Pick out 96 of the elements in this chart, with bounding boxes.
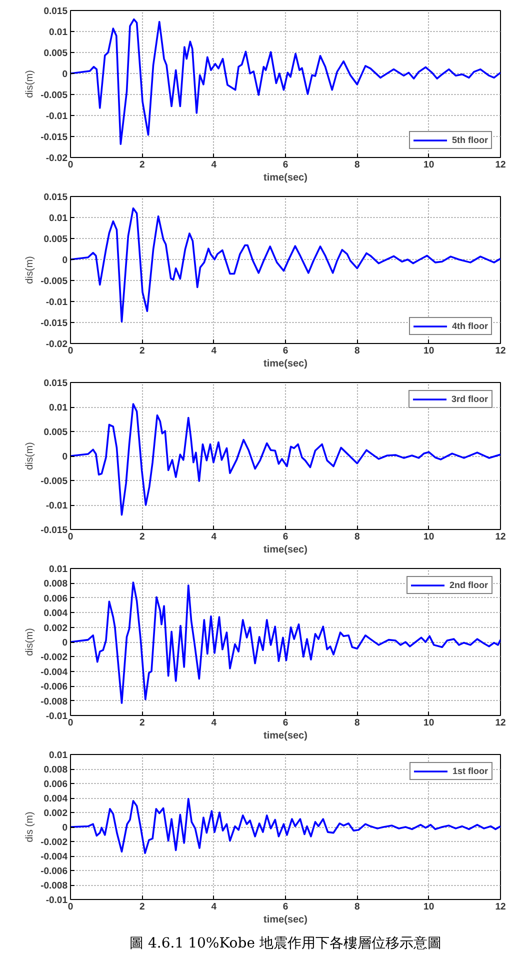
- x-tick-label: 12: [495, 160, 506, 170]
- y-tick-label: -0.005: [40, 276, 68, 287]
- x-tick-label: 10: [424, 532, 434, 542]
- x-tick-label: 10: [424, 346, 434, 356]
- x-axis-title: time(sec): [264, 914, 308, 926]
- y-tick-label: 0.006: [44, 593, 68, 604]
- x-tick-label: 2: [140, 532, 145, 542]
- legend-label: 1st floor: [452, 766, 488, 776]
- y-tick-label: -0.005: [40, 90, 68, 101]
- y-tick-label: 0.015: [44, 6, 68, 17]
- text: 3rd floor: [451, 394, 488, 404]
- line-series: [70, 18, 500, 145]
- x-tick-label: 4: [211, 902, 218, 912]
- y-tick-label: -0.008: [40, 880, 68, 892]
- y-tick-label: -0.006: [40, 682, 68, 693]
- x-tick-label: 4: [211, 532, 218, 542]
- line-series: [70, 798, 500, 854]
- caption: 圖 4.6.1 10%Kobe 地震作用下各樓層位移示意圖: [130, 936, 442, 952]
- x-tick-label: 6: [282, 160, 288, 170]
- y-tick-label: 0.002: [44, 808, 68, 819]
- y-axis-title: dis(m): [24, 628, 36, 656]
- legend-label: 2nd floor: [450, 580, 488, 590]
- y-tick-label: -0.008: [40, 696, 68, 708]
- x-tick-label: 2: [140, 902, 145, 912]
- y-tick-label: -0.004: [40, 852, 68, 862]
- x-tick-label: 6: [282, 346, 288, 356]
- x-tick-label: 8: [354, 532, 360, 542]
- line-series: [70, 403, 500, 516]
- y-axis-title: dis (m): [24, 812, 36, 842]
- y-tick-label: -0.015: [40, 132, 68, 143]
- x-tick-label: 8: [354, 160, 360, 170]
- x-tick-label: 6: [282, 902, 288, 912]
- y-tick-label: 0.006: [44, 779, 68, 790]
- y-tick-label: 0.008: [44, 764, 68, 776]
- x-tick-label: 10: [424, 902, 434, 912]
- x-tick-label: 4: [211, 346, 218, 356]
- x-tick-label: 12: [495, 532, 506, 542]
- y-tick-label: 0.005: [44, 234, 68, 245]
- y-tick-label: 0: [62, 255, 68, 266]
- y-tick-label: 0.004: [44, 608, 68, 620]
- y-tick-label: 0.015: [44, 378, 68, 389]
- y-tick-label: -0.015: [40, 525, 68, 536]
- x-tick-label: 8: [354, 346, 360, 356]
- legend-label: 4th floor: [452, 321, 488, 331]
- x-tick-label: 10: [424, 160, 434, 170]
- y-tick-label: 0.002: [44, 622, 68, 634]
- x-axis-title: time(sec): [264, 730, 308, 742]
- y-tick-label: -0.02: [46, 339, 68, 350]
- y-tick-label: -0.006: [40, 866, 68, 877]
- x-tick-label: 12: [495, 346, 506, 356]
- y-axis-title: dis(m): [24, 442, 36, 470]
- y-tick-label: 0.01: [49, 27, 68, 38]
- y-tick-label: -0.02: [46, 153, 68, 164]
- y-tick-label: -0.002: [40, 652, 68, 664]
- line-series: [70, 582, 500, 704]
- line-series: [70, 207, 500, 323]
- y-tick-label: 0.01: [49, 213, 68, 224]
- x-axis-title: time(sec): [264, 544, 308, 556]
- y-tick-label: -0.01: [46, 895, 68, 906]
- y-tick-label: -0.01: [46, 500, 68, 512]
- y-tick-label: 0.004: [44, 794, 68, 804]
- y-tick-label: 0.005: [44, 48, 68, 59]
- x-tick-label: 2: [140, 718, 145, 728]
- y-tick-label: 0.01: [49, 402, 68, 414]
- y-tick-label: 0: [62, 638, 68, 648]
- y-tick-label: -0.01: [46, 711, 68, 722]
- y-tick-label: -0.01: [46, 111, 68, 122]
- y-tick-label: 0: [62, 822, 68, 834]
- y-tick-label: 0.008: [44, 578, 68, 590]
- y-tick-label: 0.01: [49, 750, 68, 761]
- x-tick-label: 12: [495, 902, 506, 912]
- y-tick-label: 0: [62, 452, 68, 462]
- y-tick-label: -0.004: [40, 666, 68, 678]
- y-tick-label: -0.01: [46, 297, 68, 308]
- y-tick-label: 0.015: [44, 192, 68, 203]
- y-tick-label: -0.005: [40, 476, 68, 487]
- x-tick-label: 4: [211, 160, 218, 170]
- y-tick-label: 0.005: [44, 427, 68, 438]
- y-axis-title: dis(m): [24, 256, 36, 284]
- x-tick-label: 10: [424, 718, 434, 728]
- x-tick-label: 2: [140, 346, 145, 356]
- x-tick-label: 8: [354, 902, 360, 912]
- x-tick-label: 2: [140, 160, 145, 170]
- x-tick-label: 6: [282, 532, 288, 542]
- y-tick-label: 0: [62, 69, 68, 80]
- y-tick-label: -0.002: [40, 837, 68, 848]
- y-tick-label: 0.01: [49, 564, 68, 575]
- y-axis-title: dis(m): [24, 70, 36, 98]
- y-tick-label: -0.015: [40, 318, 68, 329]
- x-tick-label: 4: [211, 718, 218, 728]
- legend-label: 5th floor: [452, 135, 488, 145]
- x-tick-label: 6: [282, 718, 288, 728]
- x-axis-title: time(sec): [264, 172, 308, 184]
- x-tick-label: 8: [354, 718, 360, 728]
- x-axis-title: time(sec): [264, 358, 308, 370]
- x-tick-label: 12: [495, 718, 506, 728]
